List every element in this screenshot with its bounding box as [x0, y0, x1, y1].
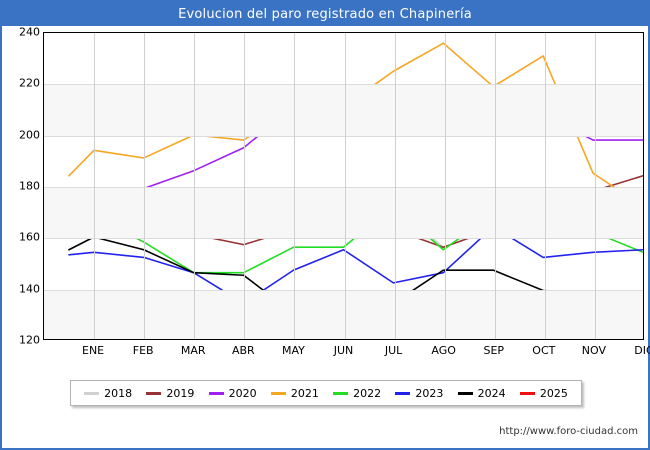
legend-label: 2023 — [415, 386, 444, 400]
x-tick-label: DIC — [634, 344, 650, 357]
legend-entry-2022[interactable]: 2022 — [333, 387, 381, 400]
y-tick-label: 220 — [19, 76, 40, 90]
x-tick-label: ENE — [82, 344, 105, 357]
legend-entry-2020[interactable]: 2020 — [208, 386, 257, 400]
plot-band — [44, 187, 643, 239]
y-tick-label: 240 — [19, 25, 40, 39]
legend-swatch-icon — [146, 391, 162, 395]
x-tick-label: JUL — [384, 344, 403, 357]
page-title: Evolucion del paro registrado en Chapine… — [178, 6, 472, 22]
plot-band — [44, 289, 643, 339]
legend-label: 2018 — [104, 386, 133, 400]
chart-area: 120 140 160 180 200 220 240 — [2, 25, 648, 347]
legend-entry-2021[interactable]: 2021 — [270, 386, 319, 400]
vertical-gridline — [395, 33, 396, 339]
legend-label: 2020 — [228, 386, 257, 400]
vertical-gridline — [445, 33, 446, 339]
legend-swatch-icon — [333, 391, 349, 395]
horizontal-gridline — [44, 187, 643, 188]
y-tick-label: 160 — [19, 230, 40, 244]
footer-url: http://www.foro-ciudad.com — [499, 426, 638, 437]
legend-label: 2024 — [477, 386, 506, 400]
legend-entry-2025[interactable]: 2025 — [519, 386, 568, 400]
legend-entry-2019[interactable]: 2019 — [146, 387, 194, 400]
legend-entry-2023[interactable]: 2023 — [395, 387, 443, 400]
x-tick-label: OCT — [532, 344, 556, 357]
x-tick-label: JUN — [333, 344, 354, 357]
y-tick-label: 140 — [19, 282, 40, 296]
legend-label: 2019 — [166, 386, 195, 400]
y-tick-label: 180 — [19, 179, 40, 193]
plot-band — [44, 84, 643, 136]
legend-label: 2021 — [290, 386, 319, 400]
horizontal-gridline — [44, 135, 643, 137]
chart-legend: 2018 2019 2020 2021 2022 2023 2024 2025 — [70, 380, 582, 406]
legend-swatch-icon — [395, 391, 411, 395]
vertical-gridline — [495, 33, 496, 339]
vertical-gridline — [244, 33, 245, 339]
window-title-bar: Evolucion del paro registrado en Chapine… — [2, 2, 648, 26]
x-tick-label: AGO — [431, 344, 456, 357]
horizontal-gridline — [44, 84, 643, 86]
vertical-gridline — [345, 33, 346, 339]
y-tick-label: 200 — [19, 128, 40, 142]
x-tick-label: MAY — [281, 344, 305, 357]
x-tick-label: ABR — [231, 344, 255, 357]
horizontal-gridline — [44, 238, 643, 240]
vertical-gridline — [94, 33, 95, 339]
plot-frame — [43, 32, 644, 340]
vertical-gridline — [545, 33, 546, 339]
vertical-gridline — [144, 33, 145, 339]
x-tick-label: FEB — [132, 344, 154, 357]
legend-swatch-icon — [270, 391, 286, 395]
legend-swatch-icon — [208, 391, 224, 395]
vertical-gridline — [194, 33, 195, 339]
vertical-gridline — [595, 33, 596, 339]
y-axis-labels: 120 140 160 180 200 220 240 — [2, 25, 40, 347]
x-axis-labels: ENE FEB MAR ABR MAY JUN JUL AGO SEP OCT NOV DIC — [43, 344, 650, 362]
vertical-gridline — [294, 33, 295, 339]
x-tick-label: SEP — [483, 344, 505, 357]
legend-label: 2025 — [539, 386, 568, 400]
legend-swatch-icon — [84, 391, 100, 395]
legend-entry-2024[interactable]: 2024 — [457, 386, 506, 400]
x-tick-label: MAR — [180, 344, 206, 357]
legend-swatch-icon — [519, 391, 535, 395]
series-line-2023 — [68, 226, 643, 305]
x-tick-label: NOV — [581, 344, 607, 357]
horizontal-gridline — [44, 289, 643, 291]
legend-entry-2018[interactable]: 2018 — [84, 387, 132, 400]
legend-label: 2022 — [353, 386, 382, 400]
y-tick-label: 120 — [19, 333, 40, 347]
legend-swatch-icon — [457, 391, 473, 395]
